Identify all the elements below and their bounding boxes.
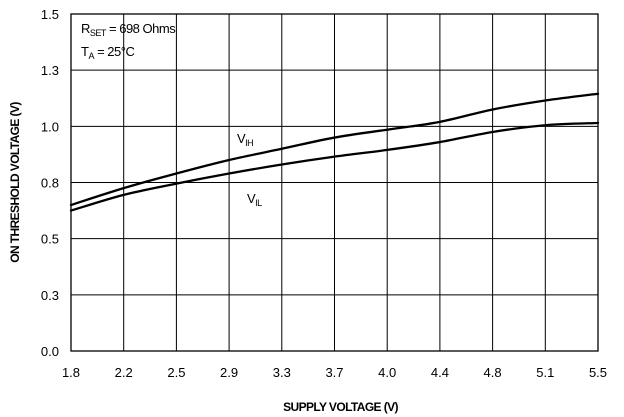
- y-tick-label: 1.3: [41, 63, 59, 78]
- vih-label-main: V: [237, 131, 246, 146]
- series-lines: [69, 92, 600, 212]
- x-tick-label: 1.8: [62, 365, 80, 380]
- x-tick-label: 5.1: [536, 365, 554, 380]
- ta-annotation: TA = 25°C: [81, 44, 134, 61]
- x-tick-label: 4.4: [431, 365, 449, 380]
- rset-sub: SET: [90, 28, 107, 38]
- vil-label-main: V: [247, 191, 256, 206]
- x-tick-label: 3.3: [273, 365, 291, 380]
- series-label-vil: VIL: [247, 191, 262, 208]
- x-axis-title: SUPPLY VOLTAGE (V): [283, 400, 398, 414]
- x-tick-label: 2.9: [220, 365, 238, 380]
- tick-labels: 1.8 2.2 2.5 2.9 3.3 3.7 4.0 4.4 4.8 5.1 5.5 0.0 0.3 0…: [41, 7, 607, 380]
- vil-label-sub: IL: [255, 198, 262, 208]
- series-label-vih: VIH: [237, 131, 253, 148]
- y-tick-label: 0.0: [41, 344, 59, 359]
- vih-label-sub: IH: [245, 138, 253, 148]
- plot-frame: [70, 13, 599, 352]
- series-line-vil: [69, 121, 600, 212]
- x-tick-label: 2.5: [167, 365, 185, 380]
- grid-lines: [71, 14, 598, 351]
- x-tick-label: 3.7: [325, 365, 343, 380]
- x-tick-label: 4.8: [484, 365, 502, 380]
- series-line-vih: [69, 92, 600, 207]
- y-axis-title: ON THRESHOLD VOLTAGE (V): [8, 102, 22, 263]
- rset-main: R: [81, 21, 90, 36]
- x-tick-label: 4.0: [378, 365, 396, 380]
- rset-value: = 698 Ohms: [106, 21, 176, 36]
- ta-value: = 25°C: [94, 44, 134, 59]
- ta-main: T: [81, 44, 89, 59]
- x-tick-label: 2.2: [115, 365, 133, 380]
- ta-sub: A: [88, 51, 94, 61]
- y-tick-label: 1.0: [41, 119, 59, 134]
- y-tick-label: 0.5: [41, 232, 59, 247]
- y-tick-label: 0.8: [41, 176, 59, 191]
- y-tick-label: 0.3: [41, 288, 59, 303]
- rset-annotation: RSET = 698 Ohms: [81, 21, 176, 38]
- y-tick-label: 1.5: [41, 7, 59, 22]
- x-tick-label: 5.5: [589, 365, 607, 380]
